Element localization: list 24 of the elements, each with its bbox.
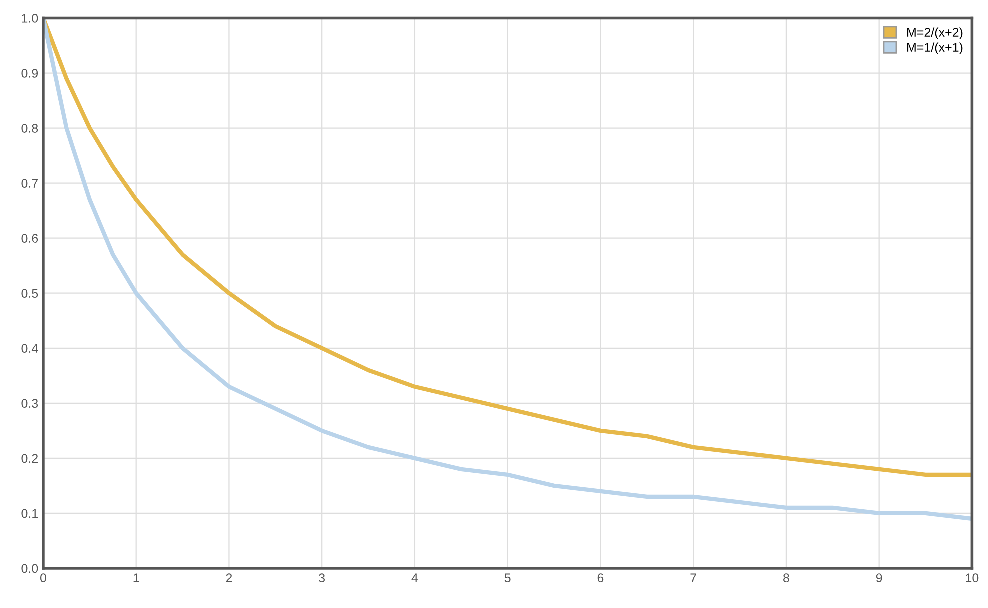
legend-label: M=2/(x+2) — [908, 28, 963, 40]
x-tick-label: 9 — [876, 574, 882, 583]
x-tick-label: 4 — [412, 574, 418, 582]
x-tick-label: 8 — [784, 574, 790, 583]
y-tick-label: 0.1 — [22, 509, 38, 518]
y-tick-label: 0.6 — [22, 234, 38, 243]
x-tick-label: 7 — [690, 574, 696, 582]
y-tick-label: 0.3 — [22, 399, 38, 408]
y-tick-label: 0.9 — [22, 69, 38, 78]
y-tick-label: 1.0 — [22, 14, 38, 23]
y-tick-label: 0.8 — [22, 124, 38, 133]
x-tick-label: 3 — [319, 574, 326, 583]
legend-label: M=1/(x+1) — [908, 42, 963, 54]
x-tick-label: 0 — [40, 574, 46, 583]
y-tick-label: 0.2 — [22, 454, 38, 464]
y-tick-label: 0.0 — [22, 564, 38, 574]
y-tick-label: 0.7 — [22, 179, 38, 188]
x-tick-label: 5 — [504, 574, 511, 583]
x-tick-label: 2 — [226, 574, 232, 582]
x-tick-label: 6 — [598, 574, 604, 583]
y-tick-label: 0.5 — [22, 289, 38, 298]
x-tick-label: 10 — [966, 574, 979, 583]
y-tick-label: 0.4 — [22, 344, 38, 354]
x-tick-label: 1 — [134, 574, 140, 582]
